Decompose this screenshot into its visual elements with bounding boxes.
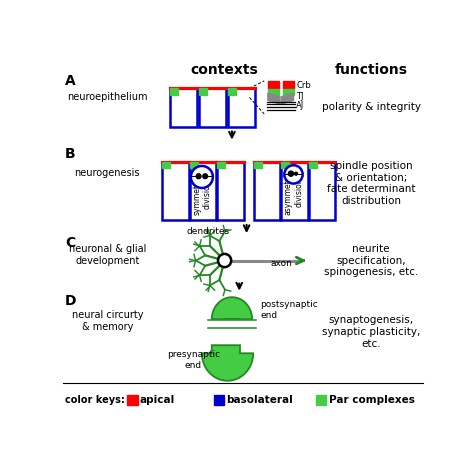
Bar [199,88,207,95]
Text: Crb: Crb [296,81,311,90]
Text: postsynaptic
end: postsynaptic end [261,300,318,320]
Bar [208,319,256,327]
Text: contexts: contexts [191,63,258,77]
Bar [309,161,335,220]
Bar [217,161,244,220]
Polygon shape [282,93,293,104]
Bar [190,161,198,168]
Bar [128,395,138,405]
Text: A: A [65,74,76,88]
Circle shape [218,254,231,267]
Bar [199,88,226,127]
Bar [217,161,225,168]
Text: neuroepithelium: neuroepithelium [67,92,147,102]
Bar [162,161,170,168]
Circle shape [203,174,208,178]
Text: color keys:: color keys: [65,395,125,405]
Text: synaptogenesis,
synaptic plasticity,
etc.: synaptogenesis, synaptic plasticity, etc… [322,316,420,348]
Bar [283,81,293,89]
Text: functions: functions [335,63,408,77]
Text: neural circurty
& memory: neural circurty & memory [72,310,143,332]
Bar [228,88,236,95]
Bar [170,88,197,127]
Bar [282,161,308,220]
Text: neurite
specification,
spinogenesis, etc.: neurite specification, spinogenesis, etc… [324,244,419,277]
Bar [254,161,262,168]
Text: basolateral: basolateral [227,395,293,405]
Bar [228,88,255,127]
Bar [268,89,279,95]
Circle shape [295,172,298,175]
Polygon shape [212,297,252,326]
Bar [282,161,290,168]
Bar [162,161,189,220]
Text: neuronal & glial
development: neuronal & glial development [69,244,146,266]
Text: spindle position
& orientation;
fate determinant
distribution: spindle position & orientation; fate det… [327,161,415,206]
Text: Par complexes: Par complexes [329,395,415,405]
Bar [254,161,280,220]
Text: D: D [65,294,77,307]
Text: presynaptic
end: presynaptic end [167,350,220,369]
Text: dendrites: dendrites [187,227,230,236]
Text: symmetric
division: symmetric division [192,174,211,215]
Circle shape [288,171,293,176]
Bar [309,161,317,168]
Circle shape [191,166,213,188]
Text: apical: apical [139,395,175,405]
Text: TJ: TJ [296,92,303,101]
Text: B: B [65,147,76,161]
Bar [316,395,327,405]
Bar [283,89,293,95]
Text: asymmetric
division: asymmetric division [284,169,303,215]
Text: AJ: AJ [296,101,304,110]
Text: neurogenesis: neurogenesis [74,168,140,178]
Text: polarity & integrity: polarity & integrity [322,101,421,111]
Polygon shape [202,345,253,381]
Polygon shape [268,93,280,104]
Bar [268,81,279,89]
Bar [214,395,224,405]
Text: C: C [65,236,75,250]
Circle shape [284,165,303,184]
Bar [170,88,178,95]
Text: axon: axon [271,258,292,268]
Bar [190,161,216,220]
Circle shape [196,174,201,178]
